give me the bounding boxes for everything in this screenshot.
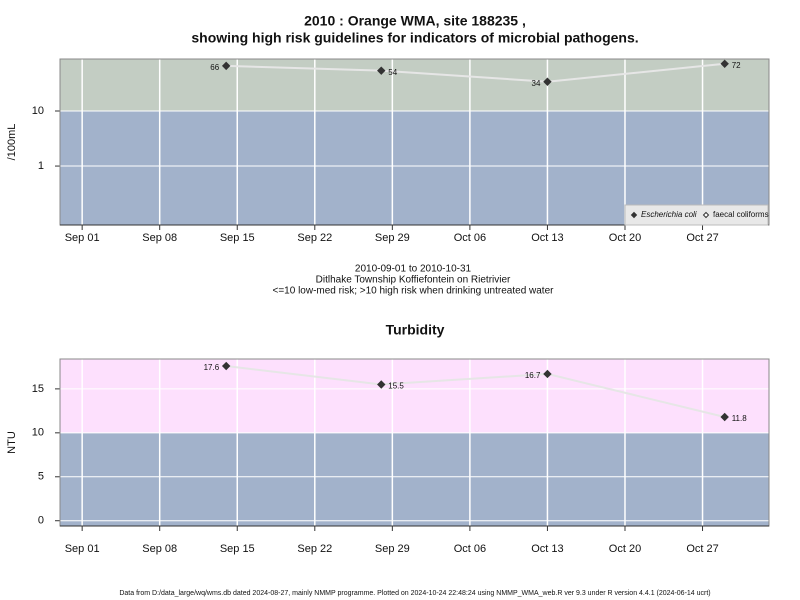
data-label: 72 (732, 61, 741, 70)
x-tick-label: Oct 06 (454, 543, 486, 555)
data-point (720, 59, 729, 69)
legend-label: Escherichia coli (641, 210, 697, 219)
x-tick-label: Sep 29 (375, 232, 410, 244)
y-tick-label: 10 (32, 105, 44, 117)
note: Ditlhake Township Koffiefontein on Rietr… (316, 275, 511, 286)
legend-marker (630, 211, 638, 219)
note: 2010-09-01 to 2010-10-31 (355, 264, 472, 275)
x-tick-label: Oct 27 (686, 232, 718, 244)
data-point (543, 369, 552, 379)
data-label: 15.5 (388, 382, 404, 391)
legend-box (624, 204, 769, 226)
low-risk-band (60, 432, 769, 526)
note: <=10 low-med risk; >10 high risk when dr… (273, 286, 555, 297)
legend-label: faecal coliforms (713, 210, 769, 219)
data-point (377, 380, 386, 389)
x-tick-label: Oct 06 (454, 232, 486, 244)
data-label: 54 (388, 68, 397, 77)
x-tick-label: Oct 13 (531, 543, 563, 555)
legend-marker (702, 211, 710, 219)
x-tick-label: Oct 20 (609, 543, 641, 555)
data-point (377, 66, 386, 75)
x-tick-label: Sep 15 (220, 232, 255, 244)
x-tick-label: Oct 13 (531, 232, 563, 244)
y-axis-label: /100mL (6, 124, 18, 161)
y-tick-label: 15 (32, 383, 44, 395)
data-point (543, 77, 552, 86)
y-tick-label: 10 (32, 427, 44, 439)
y-tick-label: 0 (38, 515, 44, 527)
y-tick-label: 1 (38, 160, 44, 172)
x-tick-label: Sep 08 (142, 543, 177, 555)
footer: Data from D:/data_large/wq/wms.db dated … (119, 590, 710, 597)
data-line (226, 62, 725, 83)
x-tick-label: Sep 22 (297, 543, 332, 555)
high-risk-band (60, 59, 769, 112)
data-label: 34 (532, 79, 541, 88)
y-tick-label: 5 (38, 471, 44, 483)
data-label: 16.7 (525, 371, 541, 380)
data-label: 17.6 (204, 363, 220, 372)
data-point (221, 61, 231, 71)
chart-title: showing high risk guidelines for indicat… (191, 30, 638, 46)
y-axis-label: NTU (6, 431, 18, 454)
x-tick-label: Sep 01 (65, 543, 100, 555)
data-label: 11.8 (732, 414, 748, 423)
x-tick-label: Sep 01 (65, 232, 100, 244)
x-tick-label: Sep 08 (142, 232, 177, 244)
chart-title: Turbidity (386, 322, 445, 338)
high-risk-band (60, 359, 769, 433)
x-tick-label: Oct 20 (609, 232, 641, 244)
data-line (226, 365, 725, 418)
x-tick-label: Sep 15 (220, 543, 255, 555)
data-point (720, 412, 729, 422)
data-label: 66 (210, 63, 219, 72)
x-tick-label: Sep 29 (375, 543, 410, 555)
data-point (221, 361, 231, 371)
x-tick-label: Sep 22 (297, 232, 332, 244)
x-tick-label: Oct 27 (686, 543, 718, 555)
chart-title: 2010 : Orange WMA, site 188235 , (304, 13, 526, 29)
